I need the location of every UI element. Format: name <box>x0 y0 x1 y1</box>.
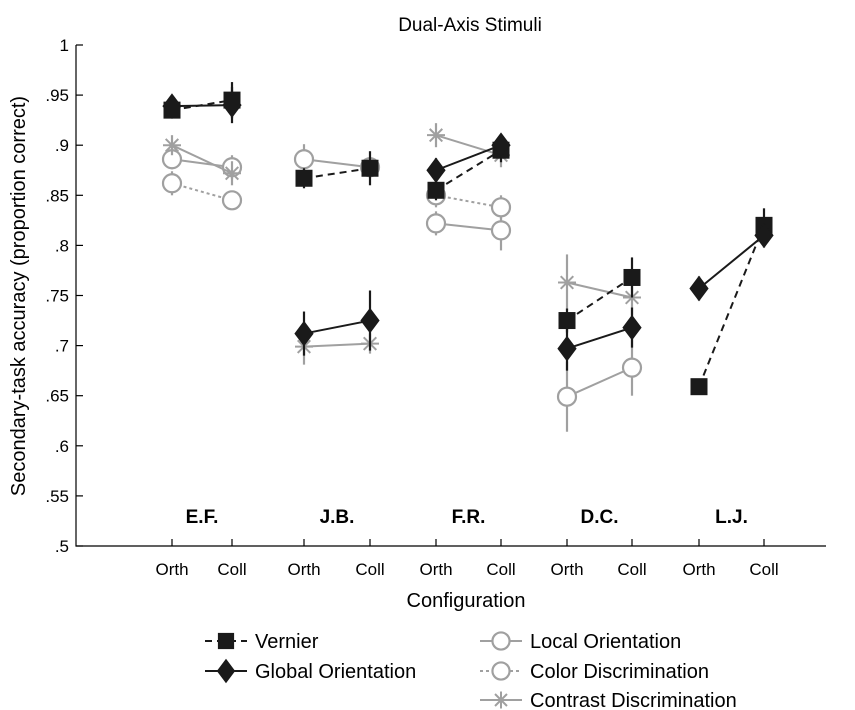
diamond-marker <box>557 335 577 362</box>
plot-area: .5 .55 .6 .65 .7 .75 .8 .85 .9 .95 1 Orth Coll E.F. Or… <box>45 36 826 579</box>
legend-label: Color Discrimination <box>530 661 709 683</box>
series-line <box>171 182 233 202</box>
series-line <box>435 194 502 209</box>
series-line <box>303 158 371 169</box>
square-marker <box>295 169 313 187</box>
circle-marker <box>490 197 512 218</box>
legend-label: Contrast Discrimination <box>530 690 737 710</box>
series-line <box>303 342 371 348</box>
y-tick-label: 1 <box>60 36 69 55</box>
series-line <box>171 104 233 108</box>
group-label: L.J. <box>715 507 748 528</box>
circle-marker <box>293 149 315 170</box>
legend-label: Vernier <box>255 631 319 653</box>
y-tick-label: .9 <box>55 136 69 155</box>
circle-marker <box>491 631 511 651</box>
series-global-orientation <box>162 87 774 371</box>
circle-marker <box>621 357 643 378</box>
diamond-marker <box>689 275 709 302</box>
diamond-marker <box>216 658 236 684</box>
series-line <box>566 281 633 299</box>
legend-item: Vernier <box>205 631 319 653</box>
legend-item: Color Discrimination <box>480 661 709 683</box>
y-tick-label: .65 <box>45 387 69 406</box>
y-tick-label: .6 <box>55 437 69 456</box>
diamond-marker <box>162 93 182 119</box>
series-line <box>303 167 371 180</box>
legend: Vernier Global Orientation Local Orientati… <box>205 631 737 710</box>
series-line <box>698 224 765 388</box>
asterisk-marker <box>492 691 510 709</box>
series-vernier <box>163 82 773 396</box>
series-line <box>171 144 233 175</box>
square-marker <box>558 312 576 330</box>
circle-marker <box>490 220 512 241</box>
series-line <box>566 276 633 322</box>
x-tick-label: Coll <box>217 560 246 579</box>
x-tick-label: Coll <box>617 560 646 579</box>
legend-item: Local Orientation <box>480 631 681 653</box>
y-tick-label: .8 <box>55 236 69 255</box>
series-line <box>303 319 371 335</box>
circle-marker <box>221 190 243 211</box>
group-label: F.R. <box>452 507 486 528</box>
y-tick-label: .95 <box>45 86 69 105</box>
circle-marker <box>556 386 578 407</box>
series-line <box>435 144 502 172</box>
circle-marker <box>161 173 183 194</box>
x-axis-title: Configuration <box>407 590 526 612</box>
asterisk-marker <box>427 126 445 145</box>
y-tick-label: .55 <box>45 487 69 506</box>
y-tick-label: .5 <box>55 537 69 556</box>
square-marker <box>361 159 379 177</box>
asterisk-marker <box>163 136 181 155</box>
diamond-marker <box>222 92 242 118</box>
circle-marker <box>491 661 511 681</box>
series-color-discrimination <box>161 171 512 220</box>
diamond-marker <box>294 320 314 347</box>
series-line <box>566 366 633 398</box>
series-local-orientation <box>161 144 643 432</box>
y-axis-title: Secondary-task accuracy (proportion corr… <box>8 96 30 496</box>
y-tick-label: .75 <box>45 287 69 306</box>
series-line <box>435 134 502 157</box>
square-marker <box>623 268 641 286</box>
x-tick-label: Coll <box>355 560 384 579</box>
asterisk-marker <box>558 273 576 292</box>
square-marker <box>217 632 235 650</box>
square-marker <box>690 378 708 396</box>
group-label: J.B. <box>320 507 355 528</box>
diamond-marker <box>360 307 380 334</box>
series-line <box>698 234 765 290</box>
legend-label: Global Orientation <box>255 661 416 683</box>
group-label: E.F. <box>186 507 219 528</box>
legend-item: Contrast Discrimination <box>480 690 737 710</box>
x-tick-label: Orth <box>550 560 583 579</box>
x-tick-label: Coll <box>749 560 778 579</box>
series-line <box>435 222 502 232</box>
y-tick-label: .7 <box>55 337 69 356</box>
x-tick-label: Coll <box>486 560 515 579</box>
diamond-marker <box>754 222 774 249</box>
asterisk-marker <box>223 164 241 183</box>
diamond-marker <box>622 314 642 341</box>
square-marker <box>427 181 445 199</box>
x-tick-label: Orth <box>155 560 188 579</box>
diamond-marker <box>491 132 511 159</box>
diamond-marker <box>426 157 446 184</box>
series-line <box>566 326 633 350</box>
circle-marker <box>425 213 447 234</box>
y-tick-label: .85 <box>45 186 69 205</box>
group-label: D.C. <box>581 507 619 528</box>
chart-title: Dual-Axis Stimuli <box>398 15 542 36</box>
x-tick-label: Orth <box>682 560 715 579</box>
x-tick-label: Orth <box>287 560 320 579</box>
legend-label: Local Orientation <box>530 631 681 653</box>
legend-item: Global Orientation <box>205 658 416 684</box>
x-tick-label: Orth <box>419 560 452 579</box>
axis-frame <box>75 45 826 547</box>
series-line <box>435 149 502 192</box>
